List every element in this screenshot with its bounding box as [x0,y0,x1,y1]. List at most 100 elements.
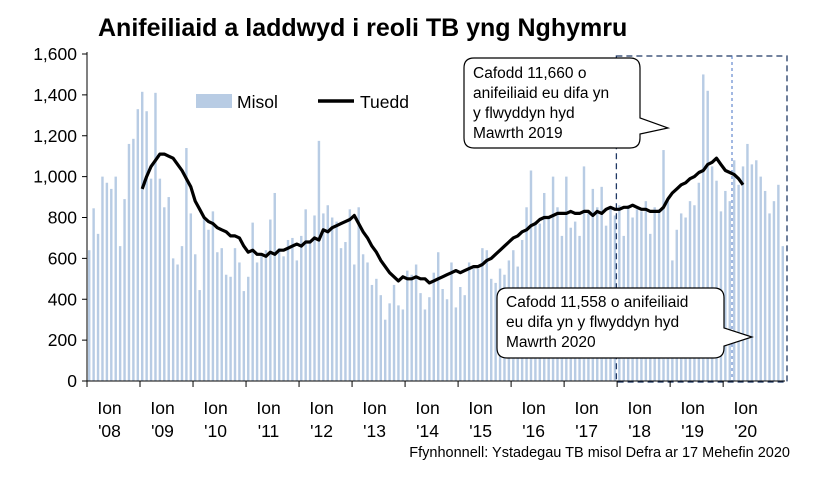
bar [238,262,241,381]
bar [216,252,219,381]
bar [348,209,352,381]
bar [101,176,104,381]
trend-series-line [140,152,745,285]
bar [494,282,497,381]
x-tick-year: '20 [734,421,757,441]
bar [286,239,290,381]
x-tick-year: '11 [258,421,280,441]
bar [445,299,449,381]
y-tick-label: 400 [48,289,77,309]
x-tick-month: Ion [468,398,492,418]
bar [737,184,740,381]
bar [317,140,321,381]
x-tick-month: Ion [256,398,280,418]
bar [366,262,369,381]
callout-2020-line: Mawrth 2020 [506,334,596,351]
bar [255,262,259,381]
callout-2019-line: Mawrth 2019 [473,125,563,142]
x-tick-month: Ion [680,398,704,418]
bar [176,264,179,381]
legend-bar-swatch [196,94,232,108]
bar [392,284,396,381]
bar [163,207,166,381]
bar [419,293,422,381]
x-tick-year: '15 [469,421,492,441]
bar [189,213,193,381]
bar [423,309,427,381]
callout-2020-line: Cafodd 11,558 o anifeiliaid [506,294,688,311]
y-tick-label: 1,200 [33,126,77,146]
bar [233,248,237,381]
y-tick-label: 800 [48,208,77,228]
highlight-box-2019 [615,55,788,383]
bar [467,262,471,381]
bar [481,248,484,381]
bar [441,289,444,381]
bar [118,246,122,381]
bar [702,74,705,381]
x-tick-year: '09 [151,421,174,441]
bar [697,182,701,381]
bar [330,217,334,381]
bar [768,213,771,381]
bar [141,91,144,381]
x-tick-year: '17 [575,421,598,441]
bar [543,192,546,381]
bar [428,297,431,381]
bar [763,190,767,381]
x-tick-year: '10 [204,421,227,441]
bar [207,229,210,381]
bar [300,235,303,381]
bar [92,208,95,381]
bar [194,254,197,381]
bar [383,319,387,381]
bar [242,291,246,381]
bar [110,188,113,381]
callout-2019-box [463,57,671,149]
bar [132,138,135,381]
bar [273,192,276,381]
bar [198,290,201,381]
callout-2019-line: Cafodd 11,660 o [473,65,586,82]
x-tick-year: '08 [98,421,121,441]
bar [529,170,533,381]
highlight-boxes [615,55,788,383]
bar [750,164,754,381]
y-tick-label: 1,400 [33,85,77,105]
axes: 0 200 400 600 800 1,000 1,200 1,400 1,600 Ion '08 I… [33,44,785,441]
chart-title: Anifeiliaid a laddwyd i reoli TB yng Ngh… [98,14,628,42]
bar [781,246,785,381]
bar [476,268,480,381]
x-tick-year: '13 [363,421,386,441]
bar [313,215,316,381]
bar [361,254,365,381]
bar [755,160,758,381]
x-tick-month: Ion [627,398,651,418]
bar [406,270,409,381]
bar [326,205,329,381]
bar [565,176,568,381]
y-tick-label: 200 [48,330,77,350]
bar [777,184,780,381]
bar [454,307,458,381]
bar [706,90,709,381]
x-tick-month: Ion [415,398,439,418]
bar [264,250,268,381]
x-tick-month: Ion [309,398,333,418]
x-tick-month: Ion [203,398,227,418]
bar [291,237,294,381]
bar [662,150,665,381]
bar [370,284,374,381]
bar [339,248,343,381]
bar [202,217,206,381]
bar [105,182,109,381]
bar [277,248,281,381]
bar [158,178,162,381]
callout-2019-line: y flwyddyn hyd [473,105,575,122]
x-tick-year: '12 [310,421,333,441]
bar [224,274,228,381]
bar [379,295,382,381]
x-tick-month: Ion [97,398,121,418]
y-tick-label: 1,600 [33,44,77,64]
bar [269,219,272,381]
